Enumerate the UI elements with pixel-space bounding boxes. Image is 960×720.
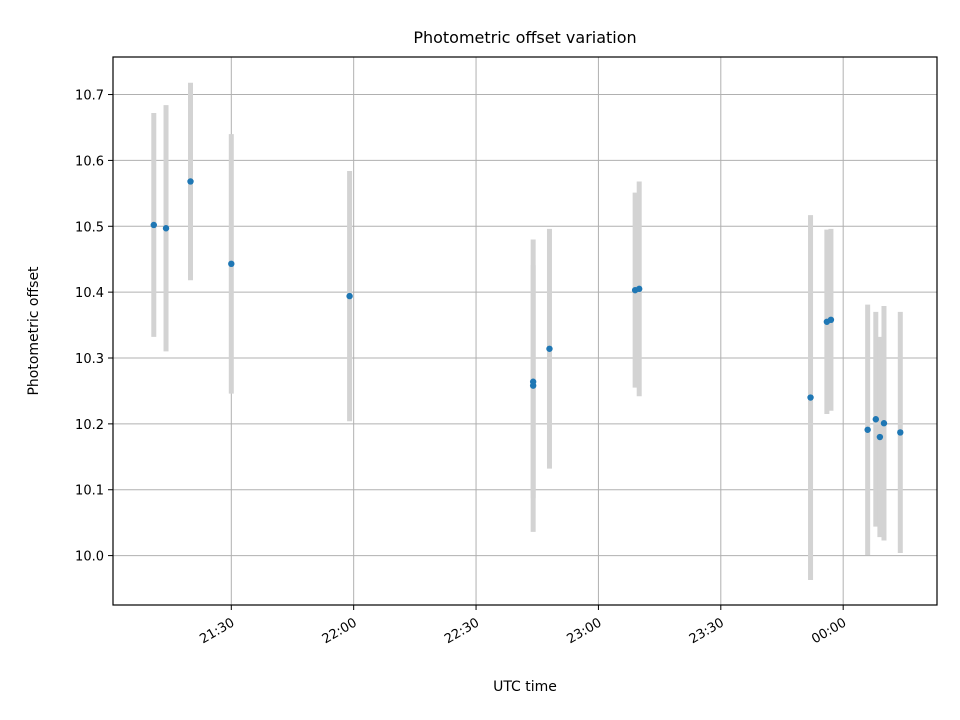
data-point	[346, 292, 353, 300]
data-point	[228, 260, 235, 268]
data-point	[880, 420, 888, 427]
chart-title: Photometric offset variation	[413, 28, 636, 47]
y-tick-label: 10.6	[75, 154, 104, 169]
y-tick-label: 10.3	[75, 352, 104, 367]
y-axis-ticks: 10.0 10.1 10.2 10.3 10.4 10.5 10.6 10.7	[75, 89, 113, 565]
data-point	[807, 394, 814, 401]
data-points	[150, 178, 904, 441]
data-point	[897, 429, 904, 436]
x-axis-label: UTC time	[493, 679, 557, 695]
y-tick-label: 10.7	[75, 89, 104, 104]
data-point	[546, 345, 553, 352]
y-axis-label: Photometric offset	[26, 266, 42, 396]
y-tick-label: 10.0	[75, 550, 104, 565]
data-point	[827, 316, 835, 324]
grid-lines	[113, 57, 937, 605]
plot-frame	[112, 56, 938, 606]
data-point	[150, 221, 157, 229]
data-point	[872, 416, 880, 423]
data-point	[864, 426, 871, 433]
plot-area	[113, 57, 937, 605]
data-point	[636, 285, 643, 293]
data-point	[187, 178, 194, 185]
y-tick-label: 10.5	[75, 220, 104, 235]
y-tick-label: 10.1	[75, 484, 104, 499]
data-point	[529, 382, 537, 389]
data-point	[876, 433, 884, 441]
y-tick-label: 10.2	[75, 418, 104, 433]
y-tick-label: 10.4	[75, 286, 104, 301]
data-point	[162, 225, 170, 232]
